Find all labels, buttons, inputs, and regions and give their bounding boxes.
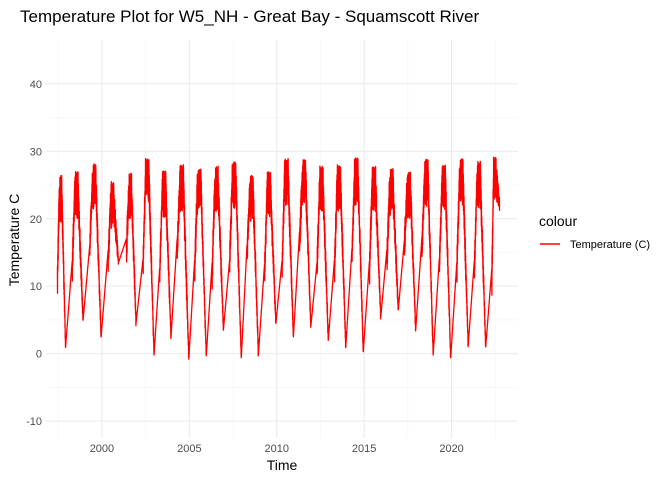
legend-title: colour [539,213,577,229]
y-tick-label: -10 [26,416,42,428]
plot-grid [46,40,518,438]
x-axis-ticks: 2000 2005 2010 2015 2020 [90,443,464,455]
x-tick-label: 2010 [265,443,289,455]
series-layer [56,156,501,360]
x-tick-label: 2020 [439,443,463,455]
x-tick-label: 2000 [90,443,114,455]
y-tick-label: 40 [30,79,42,91]
y-tick-label: 20 [30,214,42,226]
series-line-temperature [56,156,501,360]
y-tick-label: 10 [30,281,42,293]
y-axis-title: Temperature C [6,194,22,287]
legend: colour Temperature (C) [539,213,650,251]
chart-title: Temperature Plot for W5_NH - Great Bay -… [20,7,479,26]
y-tick-label: 0 [36,349,42,361]
x-axis-title: Time [267,457,298,473]
x-tick-label: 2005 [177,443,201,455]
x-tick-label: 2015 [352,443,376,455]
y-axis-ticks: -10 0 10 20 30 40 [26,79,42,428]
y-tick-label: 30 [30,146,42,158]
legend-label-temperature: Temperature (C) [570,239,650,251]
